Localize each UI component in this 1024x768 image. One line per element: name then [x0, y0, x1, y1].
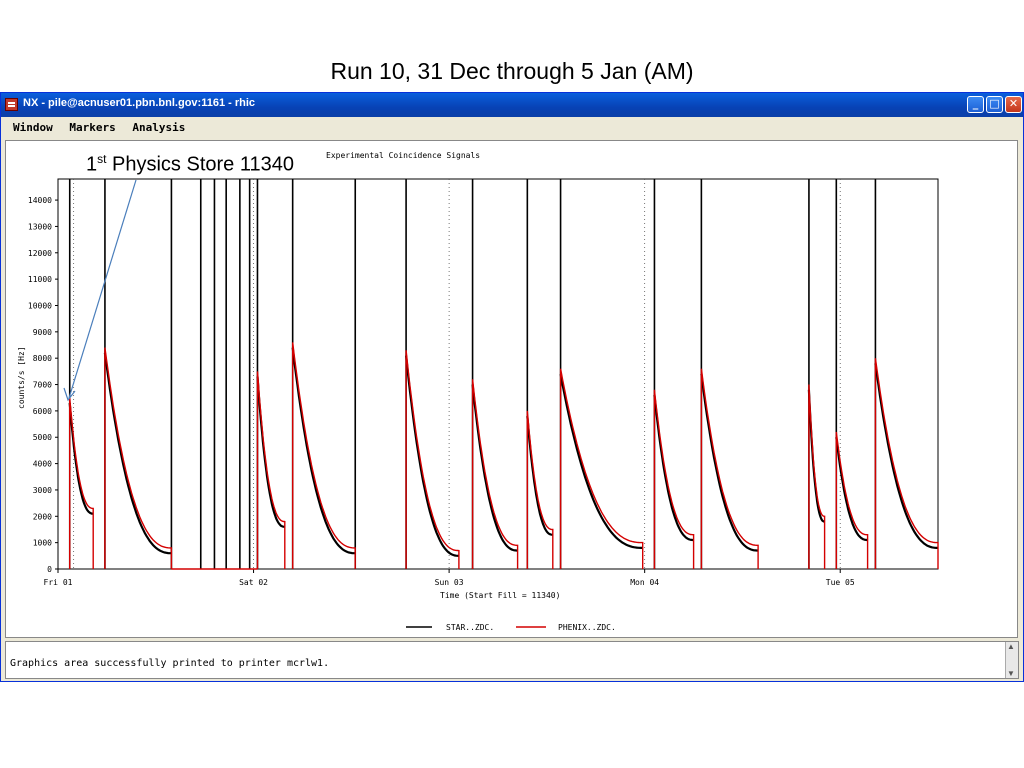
star-store-curve [103, 352, 172, 555]
legend-phenix-label: PHENIX..ZDC. [558, 623, 616, 632]
star-store-curve [559, 373, 643, 549]
y-tick-label: 3000 [33, 486, 52, 495]
y-tick-label: 11000 [28, 275, 52, 284]
y-tick-label: 0 [47, 565, 52, 574]
y-axis-label: counts/s [Hz] [17, 346, 26, 409]
y-tick-label: 1000 [33, 539, 52, 548]
y-tick-label: 9000 [33, 328, 52, 337]
star-store-curve [256, 376, 285, 528]
nx-window: NX - pile@acnuser01.pbn.bnl.gov:1161 - r… [0, 92, 1024, 682]
star-store-curve [405, 355, 459, 557]
window-titlebar[interactable]: NX - pile@acnuser01.pbn.bnl.gov:1161 - r… [1, 93, 1023, 117]
chart-legend: STAR..ZDC. PHENIX..ZDC. [406, 623, 616, 632]
phenix-store-curve [405, 350, 460, 569]
legend-star-label: STAR..ZDC. [446, 623, 494, 632]
minimize-button[interactable]: _ [967, 96, 984, 113]
y-tick-label: 2000 [33, 512, 52, 521]
star-store-curve [68, 402, 94, 515]
graphics-area[interactable]: Experimental Coincidence Signals 0 1000 20… [5, 140, 1018, 638]
menu-window[interactable]: Window [13, 121, 53, 134]
star-store-curve [700, 373, 759, 552]
star-store-curve [653, 394, 694, 542]
y-tick-label: 13000 [28, 222, 52, 231]
star-store-curve [874, 363, 938, 549]
chart-title: Experimental Coincidence Signals [326, 151, 480, 160]
y-tick-label: 6000 [33, 407, 52, 416]
x-tick-label: Sat 02 [239, 578, 268, 587]
x-tick-label: Fri 01 [44, 578, 73, 587]
phenix-store-curve [256, 371, 286, 569]
annotation-suffix: st [97, 152, 107, 166]
x-tick-label: Tue 05 [826, 578, 855, 587]
x-tick-label: Sun 03 [435, 578, 464, 587]
phenix-store-curve [835, 431, 869, 569]
star-store-curve [807, 389, 825, 523]
app-icon [5, 98, 18, 111]
status-message: Graphics area successfully printed to pr… [10, 658, 330, 669]
star-store-curve [291, 347, 356, 555]
y-tick-label: 5000 [33, 433, 52, 442]
status-area: Graphics area successfully printed to pr… [5, 641, 1019, 679]
phenix-store-curve [874, 358, 939, 569]
plot-frame [57, 178, 939, 570]
y-tick-label: 8000 [33, 354, 52, 363]
phenix-store-curve [104, 347, 173, 569]
annotation-text: Physics Store 11340 [106, 153, 294, 176]
menu-bar: Window Markers Analysis [5, 119, 1019, 137]
phenix-store-curve [808, 384, 826, 569]
y-tick-label: 14000 [28, 196, 52, 205]
phenix-store-curve [471, 379, 519, 569]
phenix-store-curve [653, 389, 695, 569]
coincidence-chart: Experimental Coincidence Signals 0 1000 20… [17, 151, 939, 632]
phenix-store-curve [69, 397, 94, 569]
y-tick-label: 12000 [28, 249, 52, 258]
y-tick-label: 10000 [28, 301, 52, 310]
y-tick-label: 4000 [33, 460, 52, 469]
window-title: NX - pile@acnuser01.pbn.bnl.gov:1161 - r… [23, 97, 256, 109]
x-axis-label: Time (Start Fill = 11340) [440, 591, 560, 600]
phenix-store-curve [292, 342, 356, 569]
phenix-store-curve [700, 368, 759, 569]
star-store-curve [835, 437, 868, 542]
slide-title: Run 10, 31 Dec through 5 Jan (AM) [330, 58, 694, 84]
y-tick-label: 7000 [33, 381, 52, 390]
star-store-curve [526, 416, 553, 536]
star-store-curve [471, 384, 518, 552]
physics-store-annotation: 1st Physics Store 11340 [86, 152, 294, 177]
phenix-store-curve [526, 410, 554, 569]
phenix-store-curve [559, 368, 644, 569]
menu-markers[interactable]: Markers [69, 121, 116, 134]
menu-analysis[interactable]: Analysis [132, 121, 186, 134]
x-tick-label: Mon 04 [630, 578, 659, 587]
annotation-number: 1 [86, 153, 98, 176]
maximize-button[interactable]: □ [986, 96, 1003, 113]
close-button[interactable]: ✕ [1005, 96, 1022, 113]
status-scrollbar[interactable] [1005, 642, 1018, 678]
